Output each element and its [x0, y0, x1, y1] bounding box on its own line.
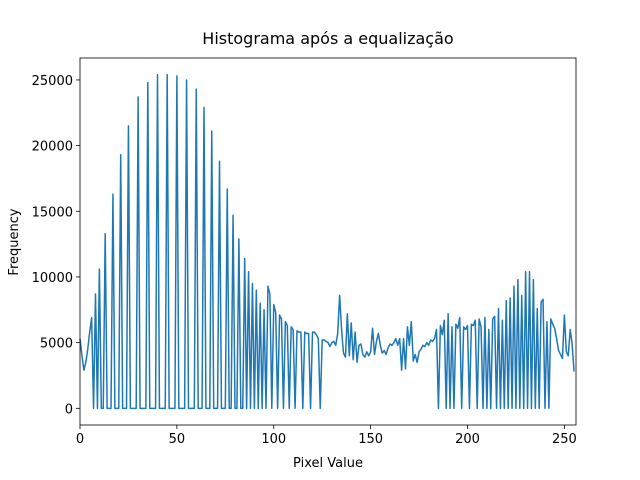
x-tick-label: 250: [552, 432, 577, 447]
x-tick-label: 0: [76, 432, 84, 447]
y-tick-label: 25000: [32, 74, 73, 89]
y-tick-label: 15000: [32, 205, 73, 220]
y-axis-label: Frequency: [7, 208, 22, 275]
y-tick-label: 5000: [40, 337, 73, 352]
plot-frame: [79, 57, 577, 426]
y-tick-label: 0: [65, 402, 73, 417]
x-axis-label: Pixel Value: [293, 456, 363, 471]
y-tick-label: 20000: [32, 140, 73, 155]
x-tick-label: 50: [169, 432, 186, 447]
data-line: [79, 73, 575, 410]
y-tick-label: 10000: [32, 271, 73, 286]
x-tick-label: 100: [261, 432, 286, 447]
chart-title: Histograma após a equalização: [202, 29, 453, 48]
x-tick-label: 200: [455, 432, 480, 447]
x-tick-label: 150: [358, 432, 383, 447]
